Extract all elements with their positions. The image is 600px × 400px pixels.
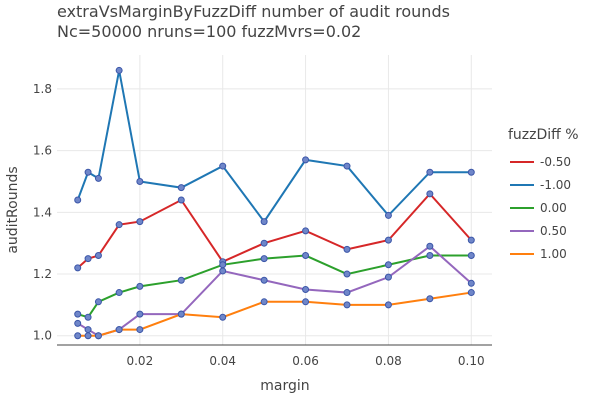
series (74, 252, 475, 321)
data-point (115, 66, 123, 74)
legend-title: fuzzDiff % (508, 127, 579, 143)
data-point (260, 218, 268, 226)
data-point (343, 245, 351, 253)
data-point (384, 301, 392, 309)
legend-label: -0.50 (540, 155, 571, 169)
legend-item[interactable]: -0.50 (510, 155, 571, 169)
data-point (136, 177, 144, 185)
data-point (467, 252, 475, 260)
chart-title: extraVsMarginByFuzzDiff number of audit … (57, 2, 450, 21)
data-point (84, 313, 92, 321)
data-point (219, 261, 227, 269)
data-point (260, 239, 268, 247)
data-point (84, 168, 92, 176)
data-point (74, 264, 82, 272)
data-point (84, 332, 92, 340)
y-tick-label: 1.8 (33, 82, 52, 96)
data-point (260, 298, 268, 306)
data-point (260, 276, 268, 284)
data-point (136, 310, 144, 318)
x-axis-title: margin (260, 378, 309, 394)
data-point (260, 255, 268, 263)
legend-label: -1.00 (540, 178, 571, 192)
x-tick-label: 0.10 (458, 354, 485, 368)
y-tick-label: 1.6 (33, 144, 52, 158)
legend-item[interactable]: 0.00 (510, 201, 567, 215)
x-tick-labels: 0.02 0.04 0.06 0.08 0.10 (126, 354, 484, 368)
data-point (426, 242, 434, 250)
data-point (74, 332, 82, 340)
data-point (219, 162, 227, 170)
data-point (94, 332, 102, 340)
series-group (74, 66, 475, 340)
legend-label: 0.50 (540, 224, 567, 238)
data-point (84, 255, 92, 263)
data-point (302, 227, 310, 235)
data-point (467, 289, 475, 297)
y-tick-label: 1.0 (33, 329, 52, 343)
data-point (84, 326, 92, 334)
legend-label: 1.00 (540, 247, 567, 261)
data-point (136, 326, 144, 334)
data-point (74, 196, 82, 204)
x-tick-label: 0.04 (209, 354, 236, 368)
data-point (219, 313, 227, 321)
legend-label: 0.00 (540, 201, 567, 215)
data-point (219, 267, 227, 275)
series (74, 289, 475, 340)
data-point (177, 276, 185, 284)
data-point (302, 252, 310, 260)
data-point (426, 190, 434, 198)
data-point (384, 236, 392, 244)
data-point (302, 285, 310, 293)
data-point (94, 252, 102, 260)
data-point (467, 236, 475, 244)
series (74, 66, 475, 226)
data-point (343, 301, 351, 309)
legend: fuzzDiff % -0.50 -1.00 0.00 0.50 1.00 (508, 127, 579, 261)
data-point (115, 289, 123, 297)
data-point (74, 310, 82, 318)
data-point (115, 221, 123, 229)
data-point (302, 298, 310, 306)
data-point (384, 273, 392, 281)
y-axis-title: auditRounds (5, 166, 21, 253)
data-point (74, 319, 82, 327)
x-gridlines (139, 55, 472, 345)
data-point (426, 295, 434, 303)
data-point (426, 168, 434, 176)
data-point (384, 261, 392, 269)
y-tick-label: 1.2 (33, 267, 52, 281)
x-tick-label: 0.02 (126, 354, 153, 368)
data-point (115, 326, 123, 334)
legend-item[interactable]: 0.50 (510, 224, 567, 238)
data-point (467, 279, 475, 287)
chart-subtitle: Nc=50000 nruns=100 fuzzMvrs=0.02 (57, 22, 361, 41)
data-point (94, 174, 102, 182)
data-point (384, 211, 392, 219)
data-point (343, 162, 351, 170)
x-tick-label: 0.08 (375, 354, 402, 368)
data-point (177, 184, 185, 192)
data-point (94, 298, 102, 306)
data-point (343, 289, 351, 297)
data-point (136, 282, 144, 290)
x-tick-label: 0.06 (292, 354, 319, 368)
y-tick-labels: 1.0 1.2 1.4 1.6 1.8 (33, 82, 52, 343)
data-point (177, 196, 185, 204)
y-tick-label: 1.4 (33, 205, 52, 219)
data-point (136, 218, 144, 226)
y-gridlines (57, 88, 492, 337)
data-point (467, 168, 475, 176)
data-point (426, 252, 434, 260)
legend-item[interactable]: -1.00 (510, 178, 571, 192)
data-point (177, 310, 185, 318)
legend-item[interactable]: 1.00 (510, 247, 567, 261)
data-point (302, 156, 310, 164)
data-point (343, 270, 351, 278)
